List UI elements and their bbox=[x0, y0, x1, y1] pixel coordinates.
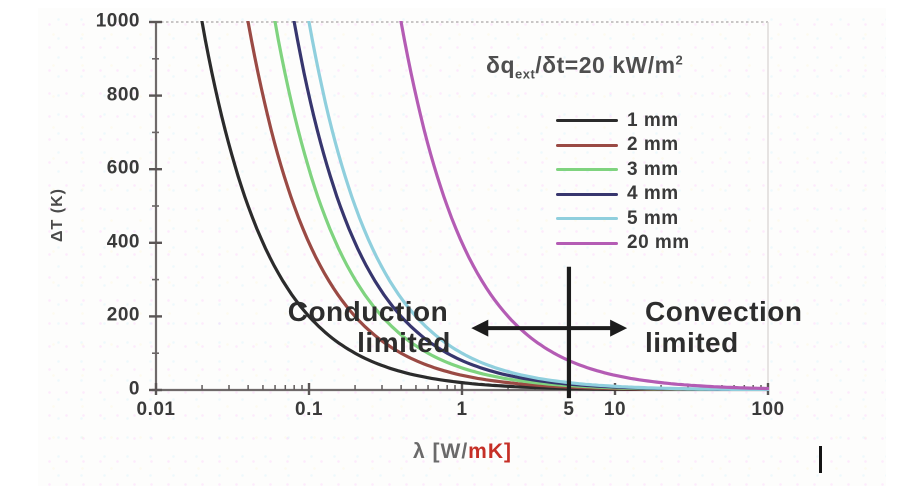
conduction-limited-label-line1: Conduction bbox=[287, 296, 449, 327]
x-tick-label: 10 bbox=[603, 399, 627, 420]
x-tick-label: 5 bbox=[563, 399, 575, 420]
x-tick-label: 1 bbox=[456, 399, 468, 420]
x-axis-title-main: λ [W/ bbox=[413, 440, 469, 463]
legend-row: 2 mm bbox=[556, 134, 690, 156]
legend-line-swatch bbox=[556, 241, 618, 245]
y-tick-label: 400 bbox=[106, 231, 140, 253]
legend-label: 5 mm bbox=[627, 207, 679, 229]
legend-label: 1 mm bbox=[627, 109, 679, 131]
x-axis-title-red: mK] bbox=[468, 440, 513, 463]
legend-line-swatch bbox=[556, 143, 618, 147]
legend-row: 5 mm bbox=[556, 207, 690, 229]
y-tick-label: 200 bbox=[106, 304, 140, 326]
x-tick-label: 0.1 bbox=[295, 399, 323, 420]
text-cursor-artifact bbox=[819, 446, 822, 473]
y-tick-label: 1000 bbox=[95, 10, 140, 32]
x-tick-label: 100 bbox=[751, 399, 785, 420]
legend-line-swatch bbox=[556, 119, 618, 123]
flux-prefix: δq bbox=[486, 52, 515, 78]
flux-subscript: ext bbox=[515, 66, 536, 82]
x-axis-title: λ [W/mK] bbox=[413, 440, 512, 464]
flux-mid: /δt=20 kW/m bbox=[535, 52, 676, 78]
legend-row: 3 mm bbox=[556, 158, 690, 180]
flux-superscript: 2 bbox=[675, 52, 684, 68]
heat-flux-annotation: δqext/δt=20 kW/m2 bbox=[486, 52, 683, 82]
convection-limited-label-line2: limited bbox=[645, 327, 739, 358]
conduction-limited-label-line2: limited bbox=[357, 327, 451, 358]
legend-label: 20 mm bbox=[627, 232, 690, 254]
y-tick-label: 0 bbox=[128, 378, 140, 400]
legend-row: 1 mm bbox=[556, 109, 690, 131]
legend-row: 20 mm bbox=[556, 232, 690, 254]
y-axis-title: ΔT (K) bbox=[49, 188, 66, 242]
convection-limited-label-line1: Convection bbox=[645, 296, 803, 327]
scan-background bbox=[38, 8, 886, 486]
legend-row: 4 mm bbox=[556, 183, 690, 205]
legend-label: 2 mm bbox=[627, 134, 679, 156]
y-tick-label: 600 bbox=[106, 157, 140, 179]
x-tick-label: 0.01 bbox=[136, 399, 176, 420]
legend-label: 4 mm bbox=[627, 183, 679, 205]
legend: 1 mm 2 mm 3 mm 4 mm 5 mm 20 mm bbox=[556, 109, 690, 258]
legend-line-swatch bbox=[556, 217, 618, 221]
legend-label: 3 mm bbox=[627, 158, 679, 180]
y-tick-label: 800 bbox=[106, 84, 140, 106]
legend-line-swatch bbox=[556, 192, 618, 196]
legend-line-swatch bbox=[556, 168, 618, 172]
